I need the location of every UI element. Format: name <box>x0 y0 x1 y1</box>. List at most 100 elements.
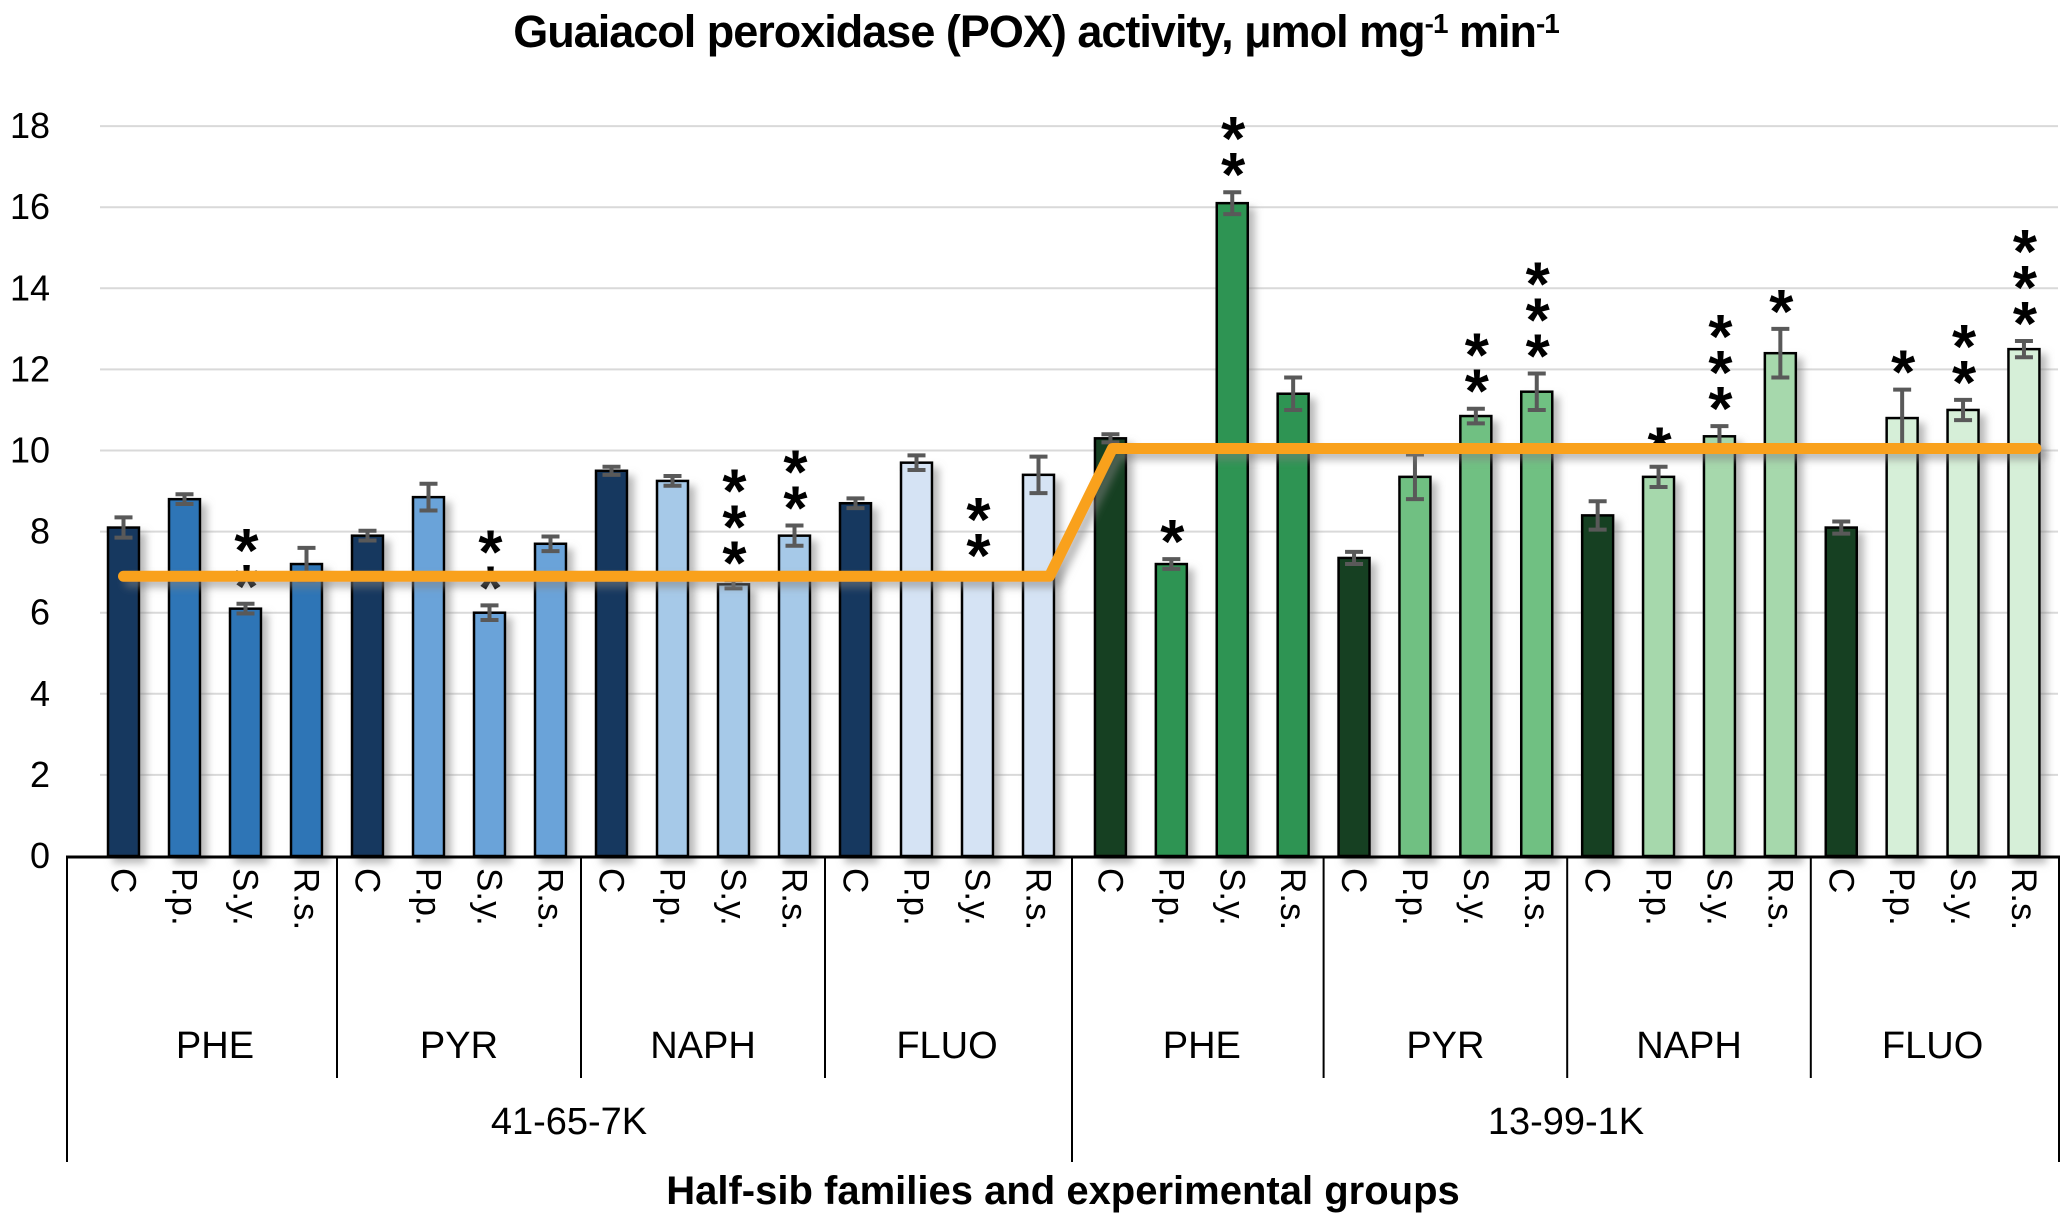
bar-13-99-1K-NAPH-Sy <box>1702 435 1737 858</box>
chart-title-mid: min <box>1447 6 1537 57</box>
errorbar-41-65-7K-NAPH-Rs <box>785 523 804 548</box>
x-tick-label-41-65-7K-FLUO-C: C <box>836 868 875 893</box>
x-tick-label-41-65-7K-FLUO-Rs: R.s. <box>1019 868 1058 930</box>
x-tick-label-13-99-1K-PHE-Pp: P.p. <box>1151 868 1190 926</box>
significance-mark-41-65-7K-NAPH-Sy: * <box>722 457 747 526</box>
bar-41-65-7K-NAPH-Pp <box>655 479 690 858</box>
errorbar-41-65-7K-NAPH-C <box>602 464 621 477</box>
bar-41-65-7K-PYR-Rs <box>533 542 568 858</box>
significance-mark-41-65-7K-NAPH-Rs: * <box>783 475 808 544</box>
bar-41-65-7K-NAPH-C <box>594 469 629 858</box>
significance-mark-13-99-1K-PYR-Rs: * <box>1526 322 1551 391</box>
chart-title-superscript-1: -1 <box>1424 8 1449 40</box>
significance-mark-13-99-1K-FLUO-Rs: * <box>2013 290 2038 359</box>
significance-mark-13-99-1K-PYR-Rs: * <box>1526 250 1551 319</box>
y-tick-label-4: 4 <box>30 673 50 714</box>
significance-mark-13-99-1K-PYR-Rs: * <box>1526 286 1551 355</box>
bar-41-65-7K-PHE-Rs <box>289 562 324 858</box>
x-tick-label-13-99-1K-NAPH-Rs: R.s. <box>1760 868 1799 930</box>
errorbar-41-65-7K-PHE-C <box>114 515 133 540</box>
bar-41-65-7K-NAPH-Sy <box>716 583 751 858</box>
bar-41-65-7K-PYR-Sy <box>472 611 507 858</box>
x-tick-label-41-65-7K-PHE-Rs: R.s. <box>287 868 326 930</box>
y-tick-label-14: 14 <box>10 267 50 308</box>
chart-title: Guaiacol peroxidase (POX) activity, μmol… <box>0 6 2072 58</box>
errorbar-13-99-1K-PHE-Rs <box>1284 375 1303 412</box>
bar-41-65-7K-PYR-C <box>350 534 385 858</box>
x-tick-label-41-65-7K-PHE-C: C <box>104 868 143 893</box>
group-label-41-65-7K-PYR: PYR <box>420 1025 498 1067</box>
group-label-13-99-1K-PYR: PYR <box>1406 1025 1484 1067</box>
x-tick-label-13-99-1K-PYR-Sy: S.y. <box>1456 868 1495 926</box>
errorbar-13-99-1K-NAPH-Rs <box>1771 326 1790 380</box>
y-tick-label-2: 2 <box>30 754 50 795</box>
errorbar-41-65-7K-FLUO-C <box>846 496 865 511</box>
x-axis-title: Half-sib families and experimental group… <box>666 1169 1460 1213</box>
bar-13-99-1K-PYR-Sy <box>1459 414 1493 858</box>
significance-mark-41-65-7K-NAPH-Rs: * <box>783 439 808 508</box>
bar-13-99-1K-NAPH-Rs <box>1763 351 1798 858</box>
errorbar-41-65-7K-PHE-Sy <box>236 601 255 616</box>
x-tick-label-13-99-1K-FLUO-Pp: P.p. <box>1882 868 1921 926</box>
significance-mark-13-99-1K-PHE-Sy: * <box>1221 105 1246 174</box>
bar-13-99-1K-PHE-Sy <box>1215 201 1249 858</box>
bar-13-99-1K-PYR-C <box>1337 556 1371 858</box>
bar-13-99-1K-FLUO-Pp <box>1885 416 1919 858</box>
x-tick-label-13-99-1K-FLUO-Rs: R.s. <box>2004 868 2043 930</box>
reference-line <box>118 442 2042 582</box>
chart-title-main: Guaiacol peroxidase (POX) activity, μmol… <box>513 6 1425 57</box>
x-tick-label-41-65-7K-NAPH-Rs: R.s. <box>775 868 814 930</box>
significance-mark-13-99-1K-NAPH-Sy: * <box>1708 375 1733 444</box>
bar-13-99-1K-FLUO-Rs <box>2007 347 2041 858</box>
bar-13-99-1K-PHE-Pp <box>1154 562 1189 858</box>
y-tick-label-12: 12 <box>10 348 50 389</box>
group-label-41-65-7K-PHE: PHE <box>176 1025 254 1067</box>
x-tick-label-41-65-7K-PHE-Sy: S.y. <box>226 868 265 926</box>
significance-mark-13-99-1K-NAPH-Rs: * <box>1769 278 1794 347</box>
errorbar-41-65-7K-PYR-C <box>358 528 377 543</box>
significance-mark-13-99-1K-FLUO-Pp: * <box>1891 339 1916 408</box>
y-tick-label-16: 16 <box>10 186 50 227</box>
x-tick-label-41-65-7K-PYR-Sy: S.y. <box>470 868 509 926</box>
errorbar-13-99-1K-FLUO-Rs <box>2014 339 2033 360</box>
group-label-13-99-1K-NAPH: NAPH <box>1636 1025 1742 1067</box>
errorbar-13-99-1K-PHE-Pp <box>1162 557 1181 571</box>
bar-13-99-1K-FLUO-Sy <box>1946 408 1980 858</box>
x-tick-label-41-65-7K-NAPH-Sy: S.y. <box>714 868 753 926</box>
errorbar-13-99-1K-PYR-C <box>1345 549 1364 567</box>
errorbar-41-65-7K-PYR-Sy <box>480 603 499 622</box>
significance-mark-13-99-1K-PHE-Pp: * <box>1160 508 1185 577</box>
bar-41-65-7K-PYR-Pp <box>411 495 446 858</box>
errorbar-13-99-1K-PHE-Sy <box>1223 190 1242 217</box>
x-tick-label-13-99-1K-FLUO-C: C <box>1821 868 1860 893</box>
bar-41-65-7K-FLUO-C <box>838 501 873 858</box>
x-tick-label-41-65-7K-FLUO-Sy: S.y. <box>958 868 997 926</box>
significance-mark-13-99-1K-NAPH-Sy: * <box>1708 303 1733 372</box>
x-tick-label-13-99-1K-PHE-Sy: S.y. <box>1212 868 1251 926</box>
errorbar-41-65-7K-PYR-Pp <box>419 481 438 513</box>
y-tick-label-10: 10 <box>10 430 50 471</box>
x-tick-label-13-99-1K-PHE-Rs: R.s. <box>1273 868 1312 930</box>
x-tick-label-41-65-7K-PYR-Rs: R.s. <box>531 868 570 930</box>
bar-13-99-1K-PYR-Pp <box>1398 475 1432 858</box>
x-tick-label-13-99-1K-PHE-C: C <box>1090 868 1129 893</box>
errorbar-13-99-1K-FLUO-Sy <box>1954 397 1973 423</box>
errorbar-13-99-1K-PYR-Pp <box>1405 452 1424 502</box>
x-tick-label-41-65-7K-PYR-C: C <box>348 868 387 893</box>
family-label-41-65-7K: 41-65-7K <box>491 1101 647 1143</box>
group-label-13-99-1K-FLUO: FLUO <box>1882 1025 1983 1067</box>
significance-mark-13-99-1K-NAPH-Sy: * <box>1708 339 1733 408</box>
y-tick-label-18: 18 <box>10 105 50 146</box>
significance-mark-41-65-7K-PYR-Sy: * <box>478 554 503 623</box>
significance-mark-41-65-7K-PHE-Sy: * <box>234 553 259 622</box>
significance-mark-13-99-1K-PHE-Sy: * <box>1221 141 1246 210</box>
errorbar-13-99-1K-FLUO-C <box>1832 519 1851 536</box>
significance-mark-13-99-1K-PYR-Sy: * <box>1465 322 1490 391</box>
x-tick-label-13-99-1K-NAPH-C: C <box>1578 868 1617 893</box>
errorbar-13-99-1K-NAPH-C <box>1588 499 1607 532</box>
significance-mark-13-99-1K-FLUO-Rs: * <box>2013 254 2038 323</box>
significance-mark-41-65-7K-NAPH-Sy: * <box>722 493 747 562</box>
errorbar-41-65-7K-NAPH-Pp <box>663 474 682 488</box>
